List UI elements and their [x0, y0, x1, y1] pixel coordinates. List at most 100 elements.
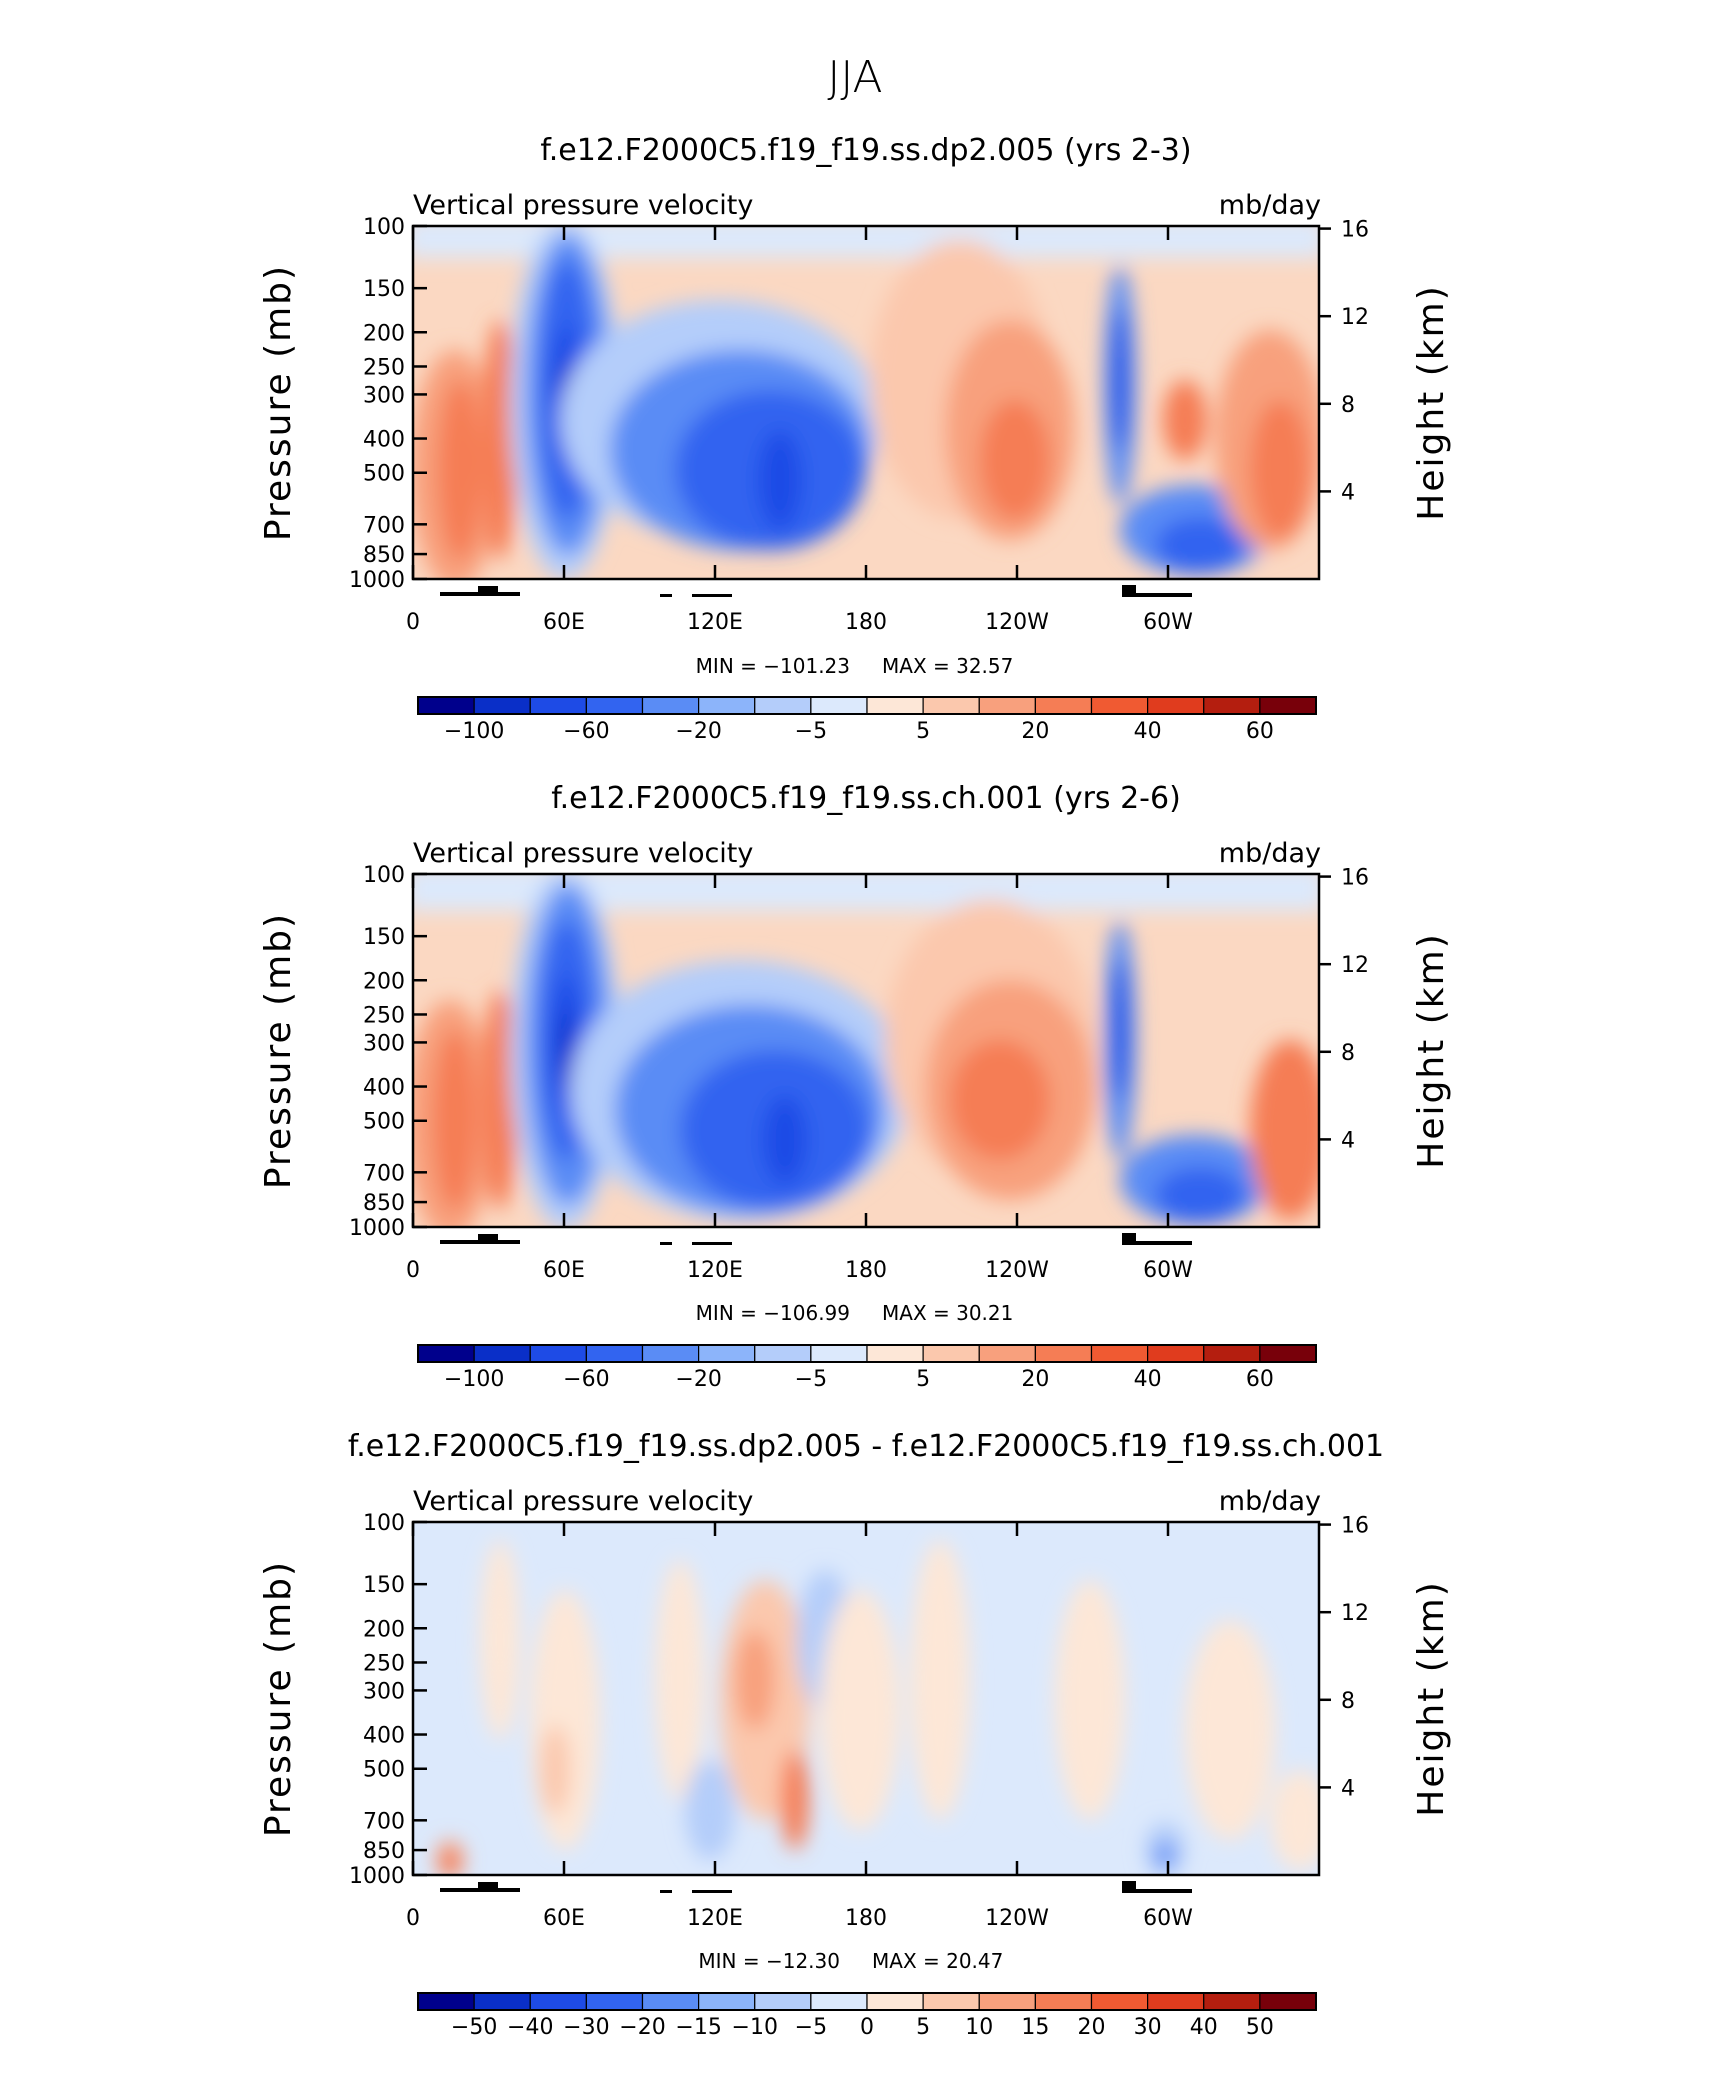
colorbar-box [1147, 1992, 1205, 2011]
colorbar-frame [417, 1344, 1317, 1363]
panel-3: f.e12.F2000C5.f19_f19.ss.dp2.005 - f.e12… [258, 1429, 1452, 2040]
x-tick-label: 60E [543, 610, 585, 635]
panel-2-max: MAX = 30.21 [882, 1301, 1013, 1325]
x-tick-label: 120W [985, 1258, 1049, 1283]
y-tick-label: 100 [363, 1511, 405, 1536]
colorbar-box [754, 1992, 812, 2011]
y-tick-label: 150 [363, 1573, 405, 1598]
y-right-tick-label: 16 [1341, 866, 1369, 891]
panel-2: f.e12.F2000C5.f19_f19.ss.ch.001 (yrs 2-6… [258, 781, 1452, 1392]
colorbar-label: −40 [507, 2015, 553, 2040]
colorbar-label: 50 [1246, 2015, 1274, 2040]
colorbar-box [473, 1344, 531, 1363]
colorbar-label: −60 [563, 719, 609, 744]
colorbar-box [1203, 696, 1261, 715]
colorbar-box [978, 1344, 1036, 1363]
panel-3-field [436, 1540, 1319, 1875]
colorbar-frame [417, 1992, 1317, 2011]
colorbar-box [641, 1344, 700, 1363]
colorbar-box [866, 1344, 924, 1363]
y-right-axis-title: Height (km) [1411, 932, 1452, 1168]
panel-2-min: MIN = −106.99 [696, 1301, 850, 1325]
y-right-tick-label: 12 [1341, 953, 1369, 978]
panel-2-colorbar: −100 −60 −20 −5 5 20 40 60 [417, 1344, 1317, 1392]
colorbar-label: −100 [444, 719, 504, 744]
colorbar-label: 5 [916, 2015, 930, 2040]
panel-3-min: MIN = −12.30 [698, 1949, 840, 1973]
colorbar-box [1259, 1344, 1317, 1363]
colorbar-label: −5 [795, 719, 827, 744]
y-right-tick-label: 12 [1341, 1601, 1369, 1626]
y-right-axis-title: Height (km) [1411, 284, 1452, 520]
colorbar-box [810, 1992, 868, 2011]
y-tick-label: 250 [363, 1003, 405, 1028]
panel-1-variable-label: Vertical pressure velocity [413, 190, 753, 221]
panel-1-plot-area: 0 60E 120E 180 120W 60W 100 150 200 250 300 400 500 7… [258, 215, 1452, 635]
y-axis-title: Pressure (mb) [258, 912, 299, 1189]
colorbar-box [866, 1992, 924, 2011]
panel-2-units-label: mb/day [1219, 838, 1321, 869]
colorbar-label: 40 [1190, 2015, 1218, 2040]
panel-2-variable-label: Vertical pressure velocity [413, 838, 753, 869]
y-tick-label: 100 [363, 863, 405, 888]
y-right-tick-label: 16 [1341, 218, 1369, 243]
colorbar-box [529, 1344, 587, 1363]
colorbar-label: 5 [916, 719, 930, 744]
x-tick-label: 60E [543, 1906, 585, 1931]
colorbar-box [1090, 1992, 1149, 2011]
y-tick-label: 300 [363, 383, 405, 408]
y-right-tick-label: 12 [1341, 305, 1369, 330]
colorbar-label: 40 [1134, 1367, 1162, 1392]
y-tick-label: 200 [363, 1617, 405, 1642]
colorbar-box [417, 1992, 475, 2011]
colorbar-label: 30 [1134, 2015, 1162, 2040]
colorbar-label: 60 [1246, 1367, 1274, 1392]
x-tick-label: 120E [687, 1906, 743, 1931]
colorbar-box [1034, 1992, 1093, 2011]
panel-2-plot-area: 0 60E 120E 180 120W 60W 100 150 200 250 300 400 500 7… [258, 863, 1452, 1283]
panel-3-title: f.e12.F2000C5.f19_f19.ss.dp2.005 - f.e12… [348, 1429, 1384, 1464]
y-tick-label: 250 [363, 355, 405, 380]
y-tick-label: 150 [363, 925, 405, 950]
colorbar-box [866, 696, 924, 715]
colorbar-label: −100 [444, 1367, 504, 1392]
y-tick-label: 400 [363, 1076, 405, 1101]
panel-2-topography [440, 1233, 1192, 1245]
x-tick-label: 0 [406, 1258, 420, 1283]
y-tick-label: 100 [363, 215, 405, 240]
colorbar-label: 10 [965, 2015, 993, 2040]
y-tick-label: 1000 [349, 1216, 405, 1241]
y-right-tick-label: 16 [1341, 1514, 1369, 1539]
y-tick-label: 850 [363, 1191, 405, 1216]
colorbar-box [529, 696, 587, 715]
x-tick-label: 180 [845, 1906, 887, 1931]
y-tick-label: 200 [363, 969, 405, 994]
y-tick-label: 400 [363, 1724, 405, 1749]
figure-title: JJA [827, 52, 882, 103]
colorbar-box [1203, 1344, 1261, 1363]
colorbar-label: −15 [675, 2015, 721, 2040]
colorbar-box [810, 696, 868, 715]
y-tick-label: 850 [363, 1839, 405, 1864]
colorbar-box [754, 696, 812, 715]
colorbar-box [698, 1992, 756, 2011]
panel-2-axes: 0 60E 120E 180 120W 60W 100 150 200 250 300 400 500 7… [258, 863, 1452, 1283]
x-tick-label: 60W [1143, 1906, 1193, 1931]
panel-1-colorbar: −100 −60 −20 −5 5 20 40 60 [417, 696, 1317, 744]
colorbar-box [585, 1992, 644, 2011]
colorbar-label: −50 [451, 2015, 497, 2040]
y-tick-label: 150 [363, 277, 405, 302]
colorbar-box [978, 696, 1036, 715]
colorbar-box [1034, 696, 1093, 715]
colorbar-box [417, 696, 475, 715]
x-tick-label: 120E [687, 1258, 743, 1283]
panel-3-plot-area: 0 60E 120E 180 120W 60W 100 150 200 250 300 400 500 7… [258, 1511, 1452, 1931]
panel-1-topography [440, 585, 1192, 597]
x-tick-label: 60W [1143, 1258, 1193, 1283]
colorbar-box [641, 696, 700, 715]
y-right-tick-label: 4 [1341, 1128, 1355, 1153]
colorbar-box [1147, 696, 1205, 715]
panel-3-max: MAX = 20.47 [872, 1949, 1003, 1973]
y-tick-label: 1000 [349, 1864, 405, 1889]
y-tick-label: 400 [363, 428, 405, 453]
